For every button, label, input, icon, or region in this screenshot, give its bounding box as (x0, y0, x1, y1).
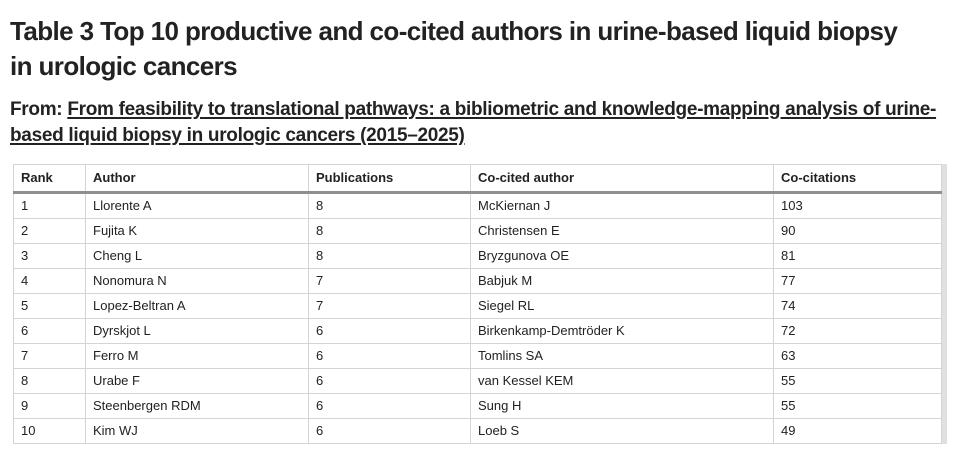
cell-co-citations: 63 (773, 343, 942, 369)
cell-rank: 8 (13, 368, 86, 394)
table-row: 5 Lopez-Beltran A 7 Siegel RL 74 (13, 293, 942, 319)
cell-publications: 8 (308, 192, 471, 219)
table-row: 10 Kim WJ 6 Loeb S 49 (13, 418, 942, 444)
cell-author: Urabe F (85, 368, 309, 394)
column-header-author: Author (85, 164, 309, 194)
cell-co-citations: 55 (773, 368, 942, 394)
table-container: Rank Author Publications Co-cited author Co-… (13, 164, 947, 444)
cell-co-cited-author: van Kessel KEM (470, 368, 774, 394)
cell-rank: 4 (13, 268, 86, 294)
cell-rank: 7 (13, 343, 86, 369)
cell-rank: 5 (13, 293, 86, 319)
cell-co-cited-author: Bryzgunova OE (470, 243, 774, 269)
table-row: 7 Ferro M 6 Tomlins SA 63 (13, 343, 942, 369)
page-title: Table 3 Top 10 productive and co-cited a… (10, 16, 898, 81)
column-header-publications: Publications (308, 164, 471, 194)
cell-publications: 6 (308, 343, 471, 369)
cell-co-cited-author: Birkenkamp-Demtröder K (470, 318, 774, 344)
cell-publications: 6 (308, 393, 471, 419)
cell-co-citations: 72 (773, 318, 942, 344)
cell-publications: 8 (308, 243, 471, 269)
column-header-co-cited-author: Co-cited author (470, 164, 774, 194)
cell-publications: 7 (308, 293, 471, 319)
cell-co-citations: 103 (773, 192, 942, 219)
authors-table: Rank Author Publications Co-cited author Co-… (13, 164, 942, 444)
cell-publications: 6 (308, 368, 471, 394)
cell-co-cited-author: Babjuk M (470, 268, 774, 294)
cell-publications: 6 (308, 318, 471, 344)
cell-co-citations: 77 (773, 268, 942, 294)
cell-rank: 9 (13, 393, 86, 419)
cell-rank: 6 (13, 318, 86, 344)
cell-author: Ferro M (85, 343, 309, 369)
cell-co-cited-author: Christensen E (470, 218, 774, 244)
cell-author: Llorente A (85, 192, 309, 219)
cell-co-citations: 55 (773, 393, 942, 419)
column-header-rank: Rank (13, 164, 86, 194)
table-body: 1 Llorente A 8 McKiernan J 103 2 Fujita K 8 Chri… (13, 192, 942, 444)
cell-co-citations: 74 (773, 293, 942, 319)
from-label: From: (10, 99, 63, 120)
table-row: 2 Fujita K 8 Christensen E 90 (13, 218, 942, 244)
cell-co-cited-author: Siegel RL (470, 293, 774, 319)
cell-co-citations: 49 (773, 418, 942, 444)
cell-co-cited-author: Sung H (470, 393, 774, 419)
cell-publications: 6 (308, 418, 471, 444)
cell-rank: 2 (13, 218, 86, 244)
source-line: From: From feasibility to translational … (10, 97, 940, 149)
cell-author: Cheng L (85, 243, 309, 269)
cell-author: Kim WJ (85, 418, 309, 444)
table-row: 8 Urabe F 6 van Kessel KEM 55 (13, 368, 942, 394)
table-row: 3 Cheng L 8 Bryzgunova OE 81 (13, 243, 942, 269)
table-header-row: Rank Author Publications Co-cited author Co-… (13, 164, 942, 194)
cell-publications: 7 (308, 268, 471, 294)
source-article-link[interactable]: From feasibility to translational pathwa… (10, 99, 937, 146)
cell-author: Dyrskjot L (85, 318, 309, 344)
cell-rank: 10 (13, 418, 86, 444)
cell-co-citations: 90 (773, 218, 942, 244)
cell-author: Fujita K (85, 218, 309, 244)
table-row: 6 Dyrskjot L 6 Birkenkamp-Demtröder K 72 (13, 318, 942, 344)
table-row: 9 Steenbergen RDM 6 Sung H 55 (13, 393, 942, 419)
table-row: 4 Nonomura N 7 Babjuk M 77 (13, 268, 942, 294)
cell-co-cited-author: Tomlins SA (470, 343, 774, 369)
cell-rank: 1 (13, 192, 86, 219)
column-header-co-citations: Co-citations (773, 164, 942, 194)
cell-author: Steenbergen RDM (85, 393, 309, 419)
cell-co-citations: 81 (773, 243, 942, 269)
table-row: 1 Llorente A 8 McKiernan J 103 (13, 192, 942, 219)
cell-rank: 3 (13, 243, 86, 269)
cell-publications: 8 (308, 218, 471, 244)
cell-co-cited-author: Loeb S (470, 418, 774, 444)
cell-co-cited-author: McKiernan J (470, 192, 774, 219)
cell-author: Nonomura N (85, 268, 309, 294)
cell-author: Lopez-Beltran A (85, 293, 309, 319)
